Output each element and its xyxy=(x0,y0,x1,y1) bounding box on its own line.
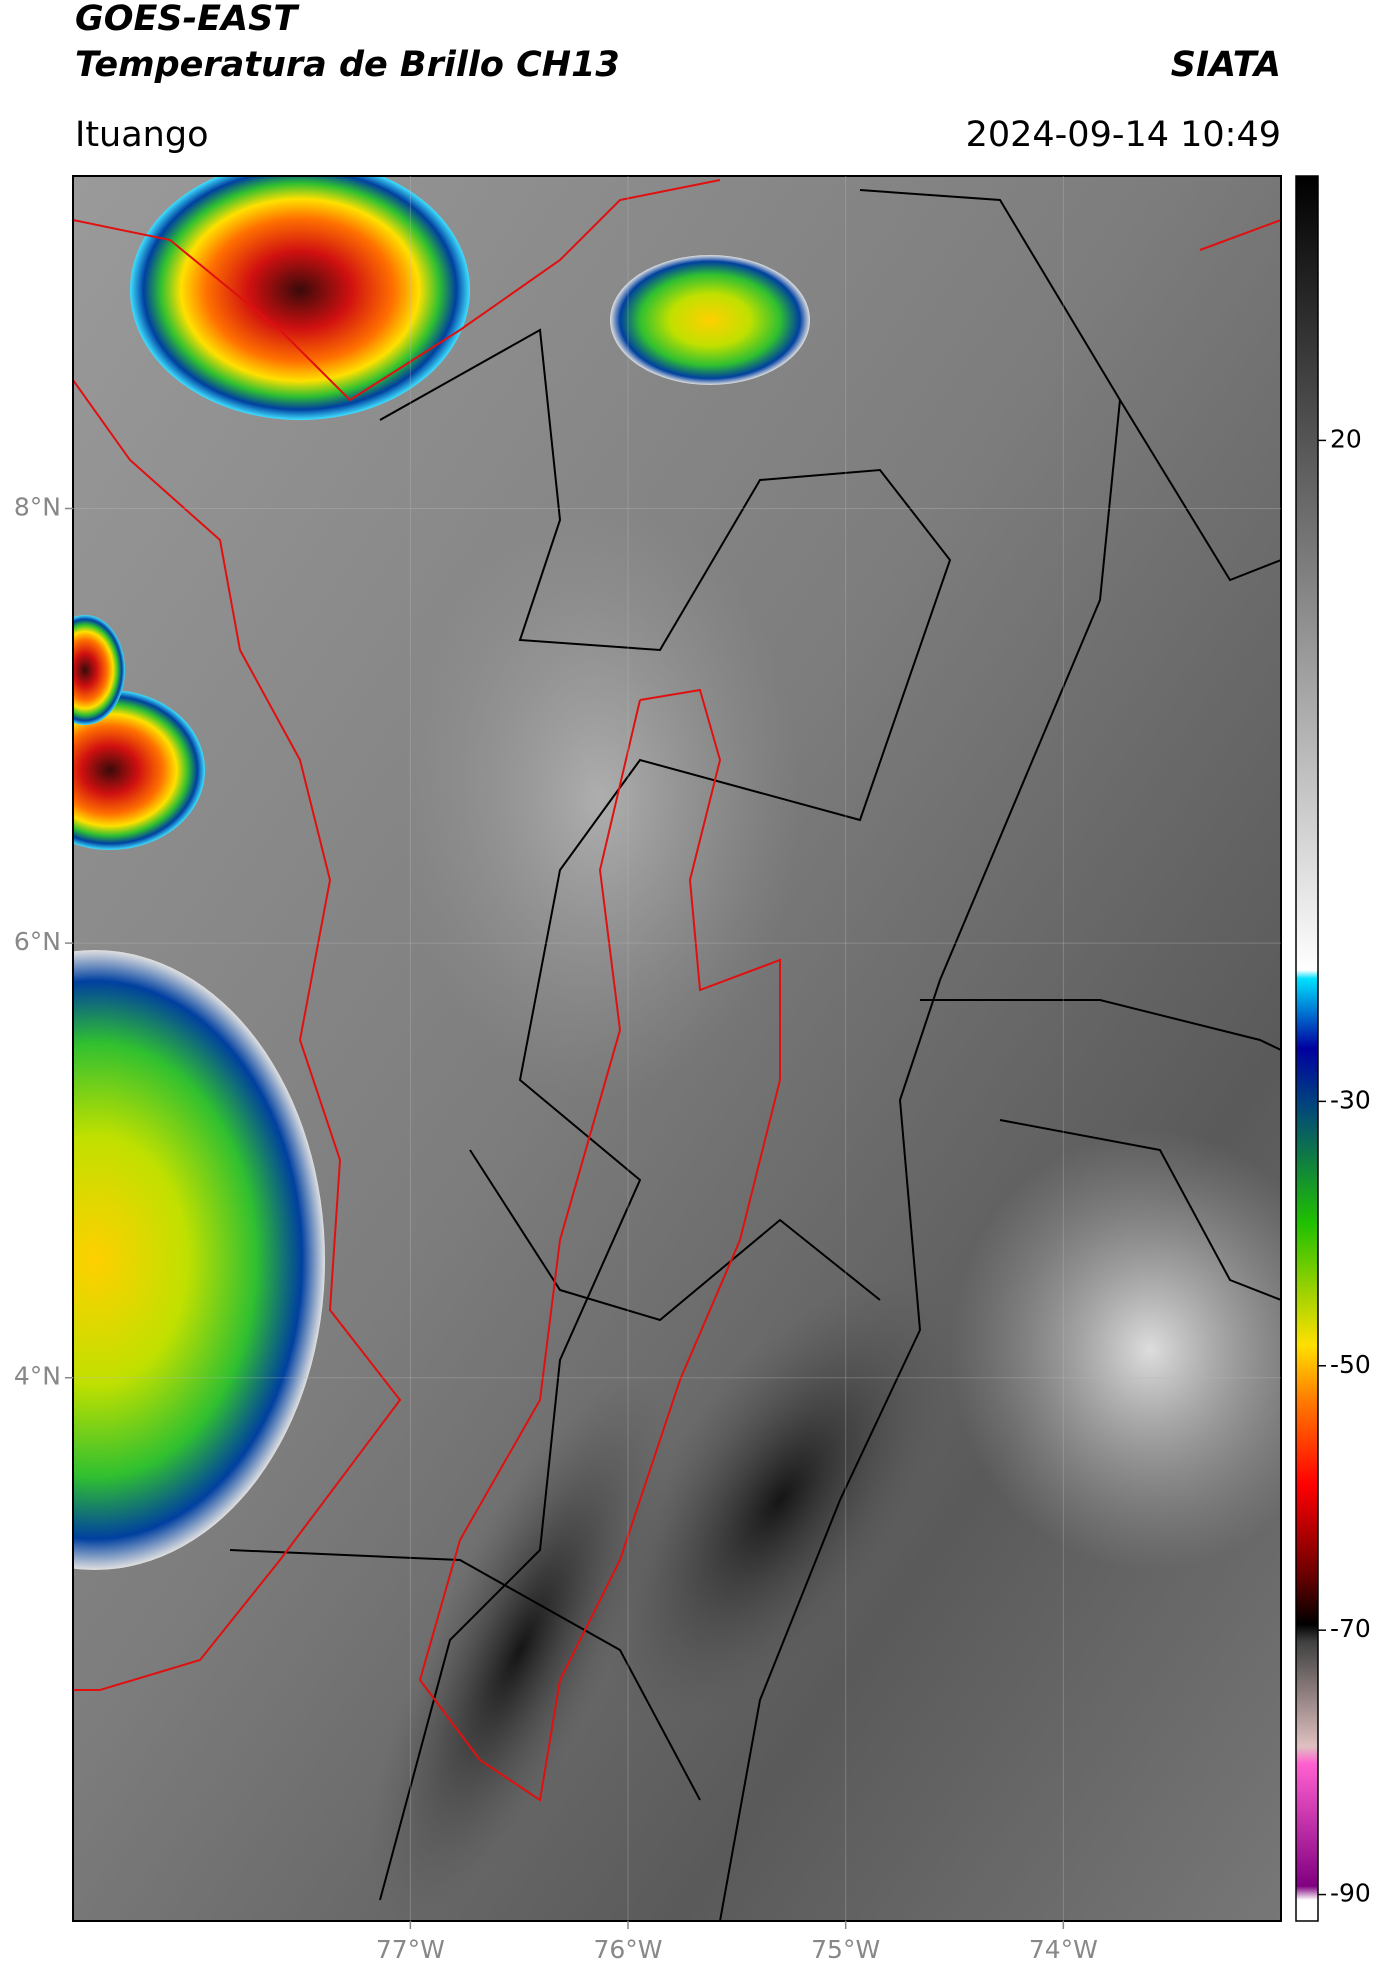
map-frame xyxy=(72,175,1282,1922)
source: SIATA xyxy=(1171,45,1281,85)
colorbar-tick-label: -30 xyxy=(1330,1085,1371,1114)
lon-label: 77°W xyxy=(376,1935,445,1964)
colorbar-tick-label: -50 xyxy=(1330,1350,1371,1379)
lat-label: 8°N xyxy=(14,492,61,521)
lat-label: 6°N xyxy=(14,927,61,956)
lat-label: 4°N xyxy=(14,1362,61,1391)
satellite-image xyxy=(73,176,1281,1921)
lon-label: 74°W xyxy=(1029,1935,1098,1964)
colorbar-tick-label: 20 xyxy=(1330,424,1362,453)
title: GOES-EAST xyxy=(75,0,300,39)
colorbar xyxy=(1295,175,1319,1922)
location: Ituango xyxy=(75,115,209,155)
lon-label: 75°W xyxy=(811,1935,880,1964)
subtitle: Temperatura de Brillo CH13 xyxy=(75,45,620,85)
colorbar-tick-label: -70 xyxy=(1330,1614,1371,1643)
lon-label: 76°W xyxy=(594,1935,663,1964)
colorbar-tick-label: -90 xyxy=(1330,1879,1371,1908)
datetime: 2024-09-14 10:49 xyxy=(966,115,1281,155)
